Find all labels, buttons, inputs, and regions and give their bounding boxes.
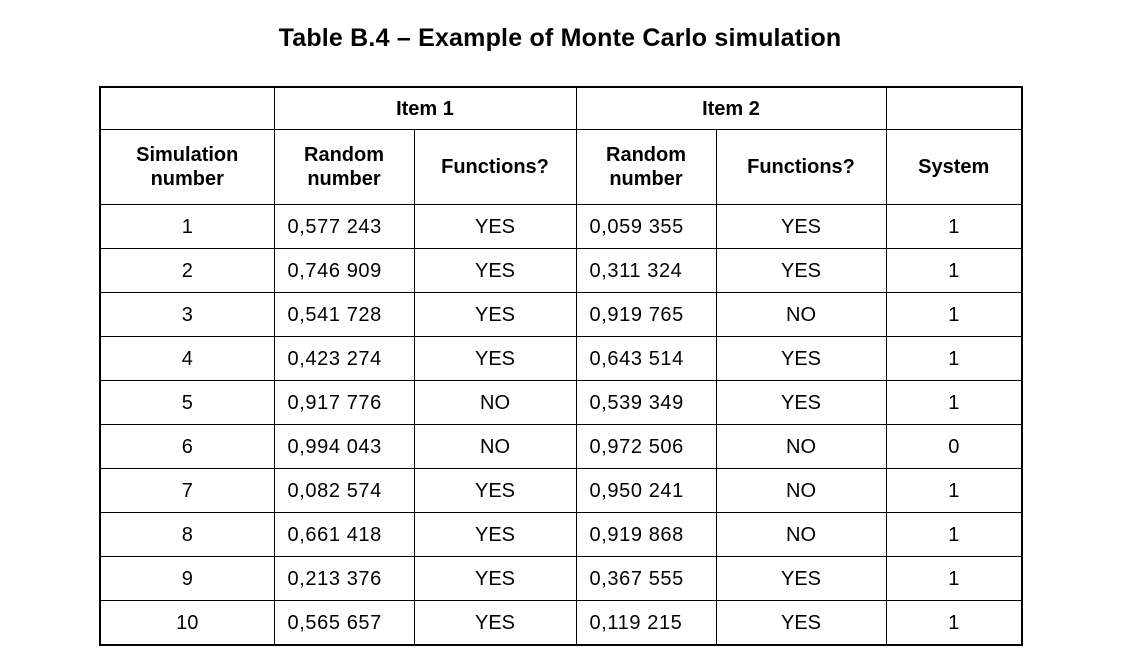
empty-header-cell (99, 86, 275, 130)
empty-header-cell (885, 86, 1023, 130)
simulation-number-cell: 1 (99, 204, 275, 249)
group-header-row: Item 1 Item 2 (99, 86, 1023, 130)
item1-random-number-cell: 0,917 776 (273, 380, 415, 425)
column-header-system: System (885, 129, 1023, 205)
system-cell: 1 (885, 336, 1023, 381)
item1-functions-cell: YES (413, 512, 577, 557)
item1-random-number-cell: 0,423 274 (273, 336, 415, 381)
item2-functions-cell: NO (715, 512, 887, 557)
system-cell: 1 (885, 512, 1023, 557)
item1-random-number-cell: 0,661 418 (273, 512, 415, 557)
item2-functions-cell: NO (715, 292, 887, 337)
item1-random-number-cell: 0,577 243 (273, 204, 415, 249)
item1-random-number-cell: 0,565 657 (273, 600, 415, 646)
table-row: 9 0,213 376 YES 0,367 555 YES 1 (99, 556, 1023, 601)
item2-functions-cell: YES (715, 380, 887, 425)
item1-functions-cell: YES (413, 204, 577, 249)
simulation-number-cell: 8 (99, 512, 275, 557)
system-cell: 1 (885, 248, 1023, 293)
column-header-item1-random-number: Random number (273, 129, 415, 205)
item2-functions-cell: YES (715, 556, 887, 601)
item1-random-number-cell: 0,213 376 (273, 556, 415, 601)
item2-random-number-cell: 0,950 241 (575, 468, 717, 513)
column-header-simulation-number: Simulation number (99, 129, 275, 205)
item1-group-header: Item 1 (273, 86, 577, 130)
system-cell: 1 (885, 380, 1023, 425)
item2-functions-cell: YES (715, 248, 887, 293)
simulation-number-cell: 4 (99, 336, 275, 381)
item1-functions-cell: NO (413, 380, 577, 425)
table-row: 4 0,423 274 YES 0,643 514 YES 1 (99, 336, 1023, 381)
column-header-item2-random-number: Random number (575, 129, 717, 205)
item2-functions-cell: NO (715, 468, 887, 513)
item1-random-number-cell: 0,746 909 (273, 248, 415, 293)
table-row: 10 0,565 657 YES 0,119 215 YES 1 (99, 600, 1023, 646)
item2-random-number-cell: 0,539 349 (575, 380, 717, 425)
item2-random-number-cell: 0,919 868 (575, 512, 717, 557)
table-row: 2 0,746 909 YES 0,311 324 YES 1 (99, 248, 1023, 293)
item2-group-header: Item 2 (575, 86, 887, 130)
item1-random-number-cell: 0,082 574 (273, 468, 415, 513)
item2-functions-cell: NO (715, 424, 887, 469)
item2-functions-cell: YES (715, 204, 887, 249)
table-row: 5 0,917 776 NO 0,539 349 YES 1 (99, 380, 1023, 425)
column-header-row: Simulation number Random number Function… (99, 129, 1023, 205)
item2-random-number-cell: 0,972 506 (575, 424, 717, 469)
item1-functions-cell: YES (413, 556, 577, 601)
item2-random-number-cell: 0,919 765 (575, 292, 717, 337)
simulation-number-cell: 3 (99, 292, 275, 337)
system-cell: 1 (885, 556, 1023, 601)
system-cell: 1 (885, 292, 1023, 337)
system-cell: 0 (885, 424, 1023, 469)
system-cell: 1 (885, 600, 1023, 646)
item1-random-number-cell: 0,541 728 (273, 292, 415, 337)
item2-random-number-cell: 0,059 355 (575, 204, 717, 249)
simulation-number-cell: 9 (99, 556, 275, 601)
item2-functions-cell: YES (715, 336, 887, 381)
table-row: 7 0,082 574 YES 0,950 241 NO 1 (99, 468, 1023, 513)
system-cell: 1 (885, 204, 1023, 249)
simulation-number-cell: 10 (99, 600, 275, 646)
simulation-number-cell: 6 (99, 424, 275, 469)
simulation-number-cell: 2 (99, 248, 275, 293)
table-caption: Table B.4 – Example of Monte Carlo simul… (278, 24, 842, 52)
simulation-number-cell: 7 (99, 468, 275, 513)
item1-functions-cell: YES (413, 336, 577, 381)
table-row: 3 0,541 728 YES 0,919 765 NO 1 (99, 292, 1023, 337)
system-cell: 1 (885, 468, 1023, 513)
simulation-number-cell: 5 (99, 380, 275, 425)
item2-random-number-cell: 0,119 215 (575, 600, 717, 646)
item2-random-number-cell: 0,367 555 (575, 556, 717, 601)
item2-random-number-cell: 0,311 324 (575, 248, 717, 293)
item1-random-number-cell: 0,994 043 (273, 424, 415, 469)
column-header-item1-functions: Functions? (413, 129, 577, 205)
item1-functions-cell: NO (413, 424, 577, 469)
item1-functions-cell: YES (413, 468, 577, 513)
table-row: 8 0,661 418 YES 0,919 868 NO 1 (99, 512, 1023, 557)
item1-functions-cell: YES (413, 248, 577, 293)
table-row: 6 0,994 043 NO 0,972 506 NO 0 (99, 424, 1023, 469)
table-body: 1 0,577 243 YES 0,059 355 YES 1 2 0,746 909 YES 0… (99, 204, 1023, 646)
item1-functions-cell: YES (413, 600, 577, 646)
item1-functions-cell: YES (413, 292, 577, 337)
column-header-item2-functions: Functions? (715, 129, 887, 205)
table-row: 1 0,577 243 YES 0,059 355 YES 1 (99, 204, 1023, 249)
item2-random-number-cell: 0,643 514 (575, 336, 717, 381)
monte-carlo-table: Item 1 Item 2 Simulation number Random n… (99, 86, 1023, 646)
item2-functions-cell: YES (715, 600, 887, 646)
